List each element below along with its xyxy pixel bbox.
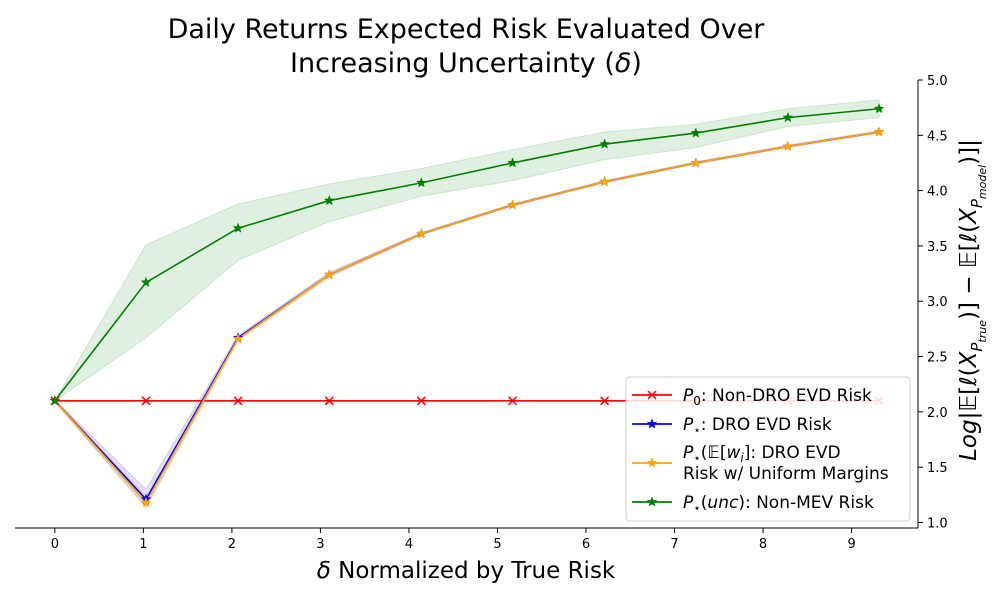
point-p0-2: [233, 396, 243, 406]
point-pstar-uniform-4: [415, 228, 427, 239]
point-pstar-uniform-3: [323, 268, 335, 280]
x-tick-label: 5: [493, 537, 501, 552]
x-tick-label: 2: [228, 537, 236, 552]
point-pstar-uniform-1: [140, 496, 152, 508]
legend-marker-p0: [647, 390, 657, 400]
point-pstar-unc-4: [415, 177, 427, 188]
legend-label-pstar-uniform-line1: P⋆(𝔼[wi]: DRO EVD: [683, 443, 841, 465]
legend-label-p0: P0: Non-DRO EVD Risk: [683, 386, 872, 408]
x-tick-label: 1: [139, 537, 147, 552]
y-ticks: 1.0 1.5 2.0 2.5 3.0 3.5 4.0 4.5 5.0: [918, 74, 948, 531]
y-axis-label: Log|𝔼[ℓ(XPtrue)] − 𝔼[ℓ(XPmodel)]|: [956, 139, 989, 461]
x-tick-label: 3: [316, 537, 324, 552]
x-tick-label: 8: [759, 537, 767, 552]
point-pstar-unc-8: [782, 111, 794, 123]
point-pstar-unc-3: [323, 194, 335, 206]
point-pstar-unc-6: [599, 138, 611, 149]
legend-label-pstar: P⋆: DRO EVD Risk: [683, 415, 832, 437]
point-pstar-unc-5: [507, 157, 518, 168]
point-p0-3: [324, 396, 334, 406]
y-tick-label: 3.5: [927, 240, 948, 255]
x-tick-label: 9: [847, 537, 855, 552]
point-pstar-unc-9: [873, 103, 885, 114]
legend-symbols: [632, 390, 672, 507]
legend-marker-pstar-unc: [646, 496, 658, 507]
legend-marker-pstar: [646, 418, 658, 429]
legend-label-pstar-unc: P⋆(unc): Non-MEV Risk: [683, 493, 874, 515]
chart-title-line1: Daily Returns Expected Risk Evaluated Ov…: [168, 14, 766, 45]
y-tick-label: 3.0: [927, 295, 948, 310]
point-pstar-uniform-5: [507, 199, 518, 210]
y-tick-label: 5.0: [927, 74, 948, 89]
line-pstar-uniform: [54, 131, 880, 504]
point-pstar-unc-1: [140, 276, 152, 288]
x-tick-label: 6: [582, 537, 590, 552]
point-pstar-unc-0: [49, 395, 61, 406]
point-pstar-uniform-8: [782, 140, 794, 151]
x-tick-label: 4: [405, 537, 413, 552]
y-tick-label: 1.5: [927, 461, 948, 476]
point-pstar-uniform-2: [232, 333, 244, 344]
x-axis-label: δ Normalized by True Risk: [317, 558, 616, 584]
point-pstar-uniform-6: [599, 176, 611, 187]
legend-marker-pstar-uniform: [646, 457, 658, 468]
point-pstar-unc-2: [232, 222, 244, 233]
x-tick-label: 7: [670, 537, 678, 552]
line-pstar-unc: [54, 107, 880, 402]
legend: P0: Non-DRO EVD Risk P⋆: DRO EVD Risk P⋆…: [625, 376, 911, 522]
chart-title-line2: Increasing Uncertainty (δ): [290, 48, 642, 79]
point-p0-6: [600, 396, 610, 406]
x-tick-label: 0: [51, 537, 59, 552]
point-pstar-uniform-9: [873, 126, 885, 137]
y-tick-label: 4.0: [927, 185, 948, 200]
y-tick-label: 2.0: [927, 406, 948, 421]
point-p0-1: [141, 396, 151, 406]
y-tick-label: 1.0: [927, 516, 948, 531]
point-pstar-unc-7: [690, 127, 702, 138]
x-ticks: 0 1 2 3 4 5 6 7 8 9: [51, 528, 856, 552]
band-pstar-unc: [54, 99, 880, 402]
point-pstar-uniform-7: [690, 157, 702, 168]
point-p0-5: [508, 396, 518, 406]
point-p0-4: [416, 396, 426, 406]
legend-box: [625, 376, 911, 522]
y-tick-label: 2.5: [927, 351, 948, 366]
legend-label-pstar-uniform-line2: Risk w/ Uniform Margins: [683, 464, 889, 484]
y-tick-label: 4.5: [927, 129, 948, 144]
